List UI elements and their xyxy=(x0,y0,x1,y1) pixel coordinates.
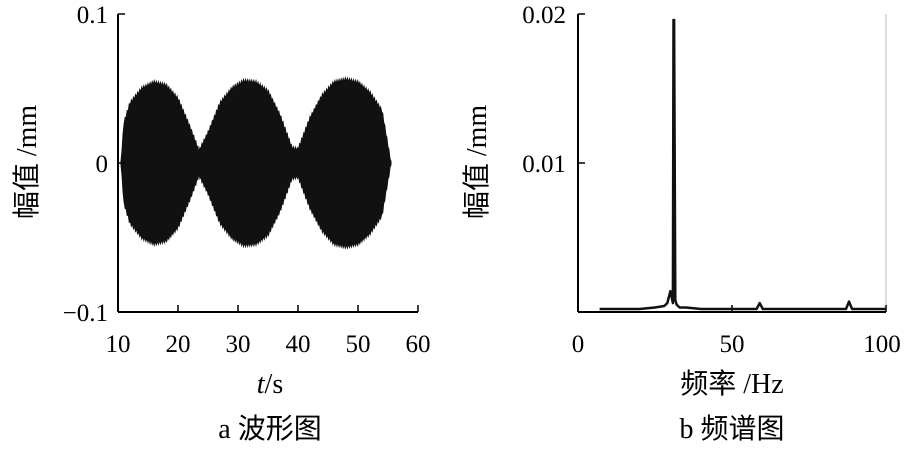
waveform-x-axis-label: t/s xyxy=(257,369,283,400)
spectrum-chart: 0 50 100 0.02 0.01 幅值 /mm 频率 /Hz b 频谱图 xyxy=(461,2,901,445)
waveform-y-axis-label: 幅值 /mm xyxy=(11,105,43,220)
spectrum-y-tick-label: 0.01 xyxy=(522,151,566,178)
spectrum-series-line xyxy=(599,18,886,311)
spectrum-y-axis-label: 幅值 /mm xyxy=(461,105,493,220)
waveform-x-tick-label: 10 xyxy=(106,331,131,358)
spectrum-y-tick-label: 0.02 xyxy=(522,2,566,29)
waveform-chart: 10 20 30 40 50 60 0.1 0 −0.1 幅值 /mm t/s a 波形图 xyxy=(11,2,431,445)
spectrum-axes xyxy=(577,13,887,313)
spectrum-x-tick-label: 0 xyxy=(572,331,585,358)
waveform-envelope-fill xyxy=(120,75,392,251)
waveform-tick-labels: 10 20 30 40 50 60 0.1 0 −0.1 xyxy=(63,2,431,358)
waveform-y-tick-label: 0 xyxy=(96,151,109,178)
waveform-x-tick-label: 60 xyxy=(406,331,431,358)
waveform-x-tick-label: 40 xyxy=(286,331,311,358)
spectrum-x-axis-label: 频率 /Hz xyxy=(680,368,783,400)
spectrum-caption: b 频谱图 xyxy=(679,413,784,445)
waveform-x-axis-unit: /s xyxy=(265,369,284,400)
waveform-x-axis-variable: t xyxy=(257,369,266,400)
spectrum-x-tick-label: 50 xyxy=(720,331,745,358)
waveform-x-tick-label: 50 xyxy=(346,331,371,358)
spectrum-x-tick-label: 100 xyxy=(863,331,901,358)
spectrum-tick-labels: 0 50 100 0.02 0.01 xyxy=(522,2,901,358)
waveform-caption: a 波形图 xyxy=(218,413,321,445)
waveform-x-tick-label: 30 xyxy=(226,331,251,358)
waveform-y-tick-label: −0.1 xyxy=(63,300,108,327)
waveform-axes xyxy=(117,13,419,313)
waveform-y-tick-label: 0.1 xyxy=(77,2,108,29)
waveform-x-tick-label: 20 xyxy=(166,331,191,358)
